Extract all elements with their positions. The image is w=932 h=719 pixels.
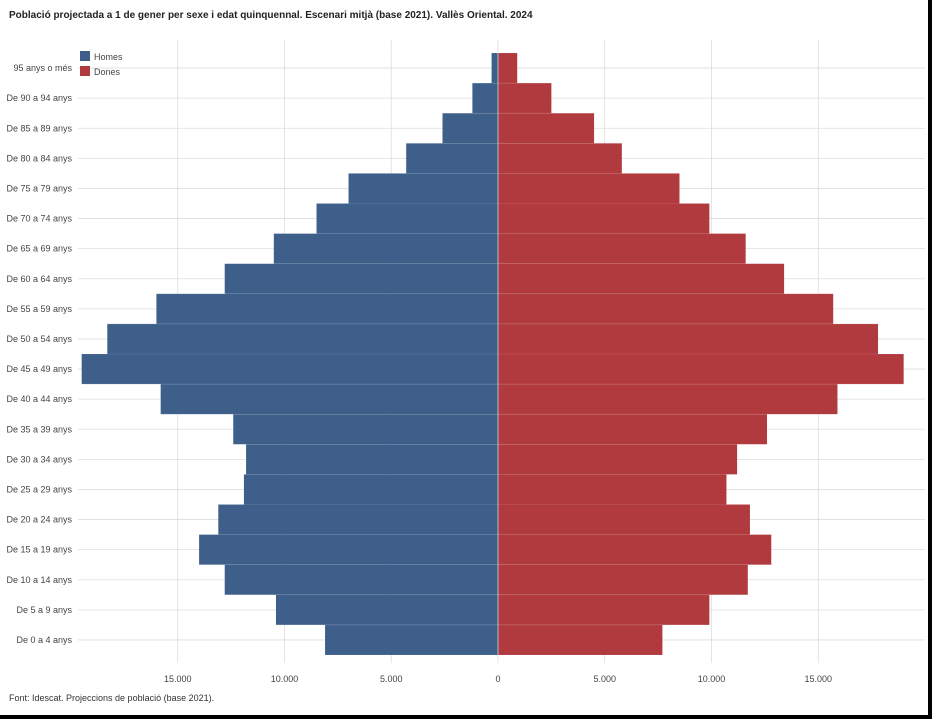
y-tick-label: De 25 a 29 anys bbox=[6, 484, 72, 494]
legend-label-homes: Homes bbox=[94, 52, 123, 62]
bar-homes bbox=[156, 293, 498, 324]
bar-dones bbox=[498, 293, 834, 324]
bar-dones bbox=[498, 323, 879, 354]
bar-dones bbox=[498, 143, 622, 174]
bar-homes bbox=[273, 233, 498, 264]
y-tick-label: De 40 a 44 anys bbox=[6, 394, 72, 404]
x-tick-label: 0 bbox=[495, 674, 500, 684]
y-tick-label: De 20 a 24 anys bbox=[6, 515, 72, 525]
x-tick-label: 15.000 bbox=[164, 674, 192, 684]
bar-dones bbox=[498, 233, 746, 264]
y-tick-label: De 30 a 34 anys bbox=[6, 454, 72, 464]
bar-dones bbox=[498, 113, 595, 144]
y-tick-label: De 10 a 14 anys bbox=[6, 575, 72, 585]
y-tick-label: De 75 a 79 anys bbox=[6, 183, 72, 193]
source-note: Font: Idescat. Projeccions de població (… bbox=[9, 693, 215, 703]
y-tick-label: De 5 a 9 anys bbox=[16, 605, 72, 615]
y-tick-label: De 85 a 89 anys bbox=[6, 123, 72, 133]
bar-homes bbox=[472, 83, 498, 114]
y-tick-label: De 65 a 69 anys bbox=[6, 244, 72, 254]
bar-dones bbox=[498, 173, 680, 204]
y-tick-label: De 45 a 49 anys bbox=[6, 364, 72, 374]
legend-swatch-homes bbox=[80, 51, 90, 61]
bar-dones bbox=[498, 624, 663, 655]
y-tick-label: De 50 a 54 anys bbox=[6, 334, 72, 344]
y-tick-label: De 15 a 19 anys bbox=[6, 545, 72, 555]
bar-homes bbox=[224, 263, 498, 294]
bar-dones bbox=[498, 203, 710, 234]
bar-dones bbox=[498, 444, 738, 475]
bar-homes bbox=[406, 143, 498, 174]
bar-dones bbox=[498, 263, 785, 294]
bar-homes bbox=[243, 474, 498, 505]
bar-homes bbox=[316, 203, 498, 234]
x-tick-label: 10.000 bbox=[271, 674, 299, 684]
bar-homes bbox=[81, 354, 499, 385]
x-tick-label: 15.000 bbox=[804, 674, 832, 684]
y-tick-label: De 60 a 64 anys bbox=[6, 274, 72, 284]
y-tick-label: De 70 a 74 anys bbox=[6, 214, 72, 224]
bar-homes bbox=[218, 504, 498, 535]
bar-homes bbox=[325, 624, 498, 655]
bar-dones bbox=[498, 53, 518, 84]
y-tick-label: De 90 a 94 anys bbox=[6, 93, 72, 103]
bar-homes bbox=[199, 534, 498, 565]
legend-swatch-dones bbox=[80, 66, 90, 76]
bar-homes bbox=[107, 323, 499, 354]
bar-dones bbox=[498, 504, 750, 535]
bar-homes bbox=[233, 414, 498, 445]
y-tick-label: De 0 a 4 anys bbox=[16, 635, 72, 645]
bar-homes bbox=[275, 594, 498, 625]
y-tick-label: 95 anys o més bbox=[13, 63, 72, 73]
bar-dones bbox=[498, 534, 772, 565]
bar-homes bbox=[442, 113, 498, 144]
bar-dones bbox=[498, 414, 768, 445]
bar-homes bbox=[348, 173, 498, 204]
legend-label-dones: Dones bbox=[94, 67, 121, 77]
bar-homes bbox=[246, 444, 498, 475]
x-tick-label: 10.000 bbox=[698, 674, 726, 684]
bar-dones bbox=[498, 83, 552, 114]
bar-dones bbox=[498, 474, 727, 505]
bar-dones bbox=[498, 354, 904, 385]
chart-title: Població projectada a 1 de gener per sex… bbox=[9, 10, 533, 21]
bar-dones bbox=[498, 384, 838, 415]
y-tick-label: De 55 a 59 anys bbox=[6, 304, 72, 314]
bar-dones bbox=[498, 594, 710, 625]
y-tick-label: De 80 a 84 anys bbox=[6, 153, 72, 163]
bar-homes bbox=[491, 53, 498, 84]
bar-homes bbox=[160, 384, 499, 415]
x-tick-label: 5.000 bbox=[593, 674, 616, 684]
x-tick-label: 5.000 bbox=[380, 674, 403, 684]
bar-dones bbox=[498, 564, 748, 595]
bar-homes bbox=[224, 564, 498, 595]
y-tick-label: De 35 a 39 anys bbox=[6, 424, 72, 434]
